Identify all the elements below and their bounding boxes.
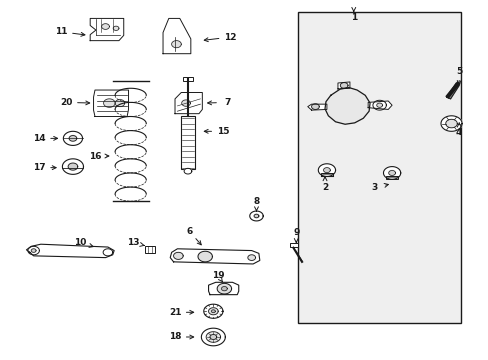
Polygon shape [102,24,109,30]
Text: 4: 4 [455,128,462,137]
Polygon shape [182,100,190,106]
Polygon shape [31,249,36,252]
Bar [181,117,194,170]
Text: 8: 8 [253,197,259,206]
Text: 3: 3 [371,183,377,192]
Polygon shape [446,83,458,99]
Text: 14: 14 [33,134,45,143]
Text: 10: 10 [74,238,86,247]
Bar [144,246,155,253]
Polygon shape [69,136,77,141]
Polygon shape [208,282,238,294]
Polygon shape [62,159,83,174]
Polygon shape [311,104,319,109]
Polygon shape [184,168,191,174]
Polygon shape [221,287,227,291]
Text: 7: 7 [224,98,230,107]
Text: 21: 21 [168,308,181,317]
Text: 20: 20 [60,98,72,107]
Polygon shape [247,255,255,260]
Polygon shape [63,131,82,145]
Text: 5: 5 [455,67,461,76]
Polygon shape [26,244,114,258]
Polygon shape [208,308,218,315]
Bar [386,176,397,179]
Text: 9: 9 [292,228,299,237]
Bar [321,173,332,176]
Polygon shape [372,100,386,110]
Polygon shape [198,251,212,262]
Polygon shape [254,214,258,218]
Polygon shape [170,249,259,264]
Polygon shape [113,26,119,30]
Text: 17: 17 [33,163,45,172]
Polygon shape [28,246,40,255]
Text: 16: 16 [88,152,101,161]
Polygon shape [337,82,349,89]
Polygon shape [318,164,335,176]
Polygon shape [325,87,369,124]
Polygon shape [163,18,190,54]
Text: 11: 11 [55,27,67,36]
Polygon shape [367,101,391,109]
Polygon shape [90,18,123,41]
Polygon shape [115,100,124,107]
Text: 18: 18 [168,333,181,342]
Bar [183,77,192,81]
Polygon shape [203,304,223,318]
Polygon shape [376,103,382,107]
Polygon shape [201,328,225,346]
Polygon shape [93,90,128,117]
Polygon shape [171,41,181,48]
Polygon shape [323,168,329,172]
Polygon shape [211,310,215,312]
Polygon shape [173,252,183,259]
Text: 1: 1 [350,13,356,22]
Polygon shape [175,93,202,114]
Text: 6: 6 [186,227,192,236]
Bar [289,243,298,247]
Polygon shape [383,167,400,179]
Bar [298,13,460,323]
Text: 15: 15 [216,127,229,136]
Text: 12: 12 [224,33,236,42]
Polygon shape [388,171,395,175]
Text: 13: 13 [127,238,139,247]
Polygon shape [206,332,220,342]
Polygon shape [249,211,263,221]
Polygon shape [445,119,456,128]
Polygon shape [103,249,112,256]
Polygon shape [103,99,115,107]
Polygon shape [209,334,216,339]
Polygon shape [340,83,347,88]
Polygon shape [307,104,326,110]
Polygon shape [68,163,78,170]
Polygon shape [217,283,231,294]
Text: 19: 19 [211,271,224,280]
Polygon shape [440,116,461,131]
Text: 2: 2 [321,183,327,192]
